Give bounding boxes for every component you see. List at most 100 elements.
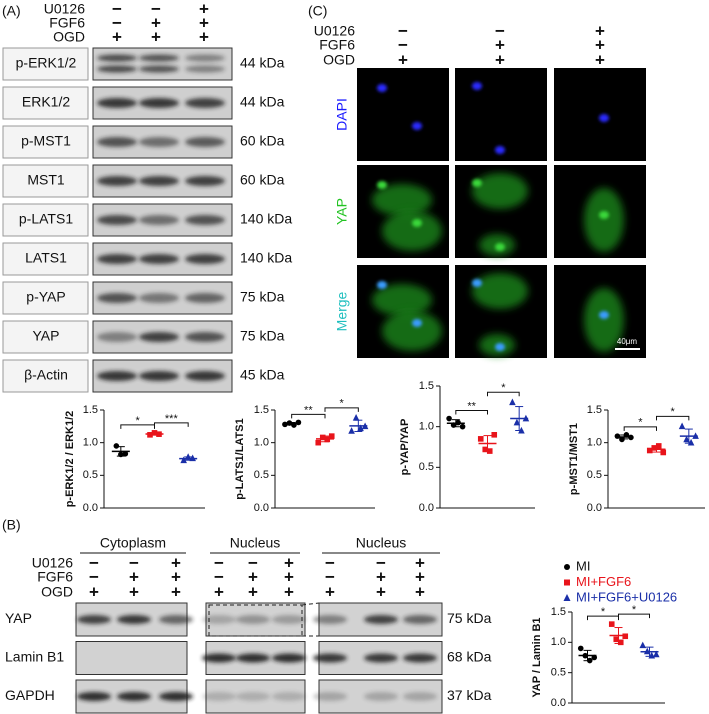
data-point [660,449,667,456]
band [97,98,137,108]
y-tick-label: 1.5 [419,380,434,392]
band [313,692,347,701]
data-point [477,436,484,442]
nucleus [377,84,387,92]
band [185,215,225,225]
significance-bracket [120,424,155,429]
band [97,176,137,186]
micrograph [455,68,547,161]
band [313,615,347,624]
stain-label: YAP [334,198,350,225]
condition-label: OGD [323,52,355,68]
blot-label: ERK1/2 [22,94,70,110]
y-axis-title: YAP / Lamin B1 [531,617,543,697]
data-point [586,657,593,664]
significance-label: * [501,382,506,394]
label-box [2,203,89,237]
blot-size: 75 kDa [240,289,285,305]
y-tick-label: 0.5 [587,469,602,481]
data-point [184,453,192,460]
condition-sign: − [129,553,139,572]
data-point [352,414,360,421]
data-point [450,422,457,428]
blot-label: p-ERK1/2 [16,55,77,71]
data-point [652,650,660,658]
condition-sign: + [415,553,425,572]
condition-sign: − [495,21,505,40]
band [139,371,179,381]
blot-size: 60 kDa [240,172,285,188]
condition-label: U0126 [32,555,73,571]
band [272,653,306,663]
band [185,176,225,186]
micrograph [357,68,449,161]
data-point [692,432,699,439]
data-point [518,426,525,434]
nucleus [495,243,505,251]
condition-sign: + [595,35,605,54]
y-tick-label: 1.0 [254,437,269,449]
cell [372,184,432,216]
data-point [491,432,498,438]
y-axis-title: p-LATS1/LATS1 [234,418,246,499]
label-box [2,242,89,276]
band [159,692,193,701]
scale-bar-label: 40μm [617,337,638,346]
condition-label: FGF6 [319,37,355,53]
condition-label: FGF6 [49,15,85,31]
y-tick-label: 1.5 [254,404,269,416]
nucleus [599,211,609,219]
band [97,54,137,62]
condition-sign: + [495,50,505,69]
band [185,54,225,62]
blot-label: GAPDH [5,687,55,703]
data-point [608,621,615,627]
significance-bracket [324,407,359,412]
data-point [683,435,690,443]
nucleus [495,146,505,154]
condition-sign: − [214,553,224,572]
data-point [628,434,634,441]
significance-label: * [601,606,606,618]
band [236,615,270,624]
condition-sign: + [89,582,99,601]
condition-sign: + [595,50,605,69]
blot-label: β-Actin [24,367,68,383]
condition-sign: − [112,13,122,32]
band [202,653,236,663]
data-point [622,633,629,640]
band [364,653,398,663]
data-point [324,436,331,443]
condition-sign: + [248,567,258,586]
significance-bracket [154,422,189,427]
significance-bracket [455,410,488,415]
band [77,615,111,624]
band [117,615,151,624]
condition-label: OGD [41,584,73,600]
condition-label: U0126 [314,23,355,39]
data-point [118,451,124,458]
y-axis-title: p-ERK1/2 / ERK1/2 [64,411,76,508]
data-point [151,430,158,436]
band [364,615,398,624]
panel-label: (A) [2,3,21,19]
cell [584,188,624,252]
label-box [2,125,89,159]
cell [382,311,442,351]
condition-sign: − [325,553,335,572]
condition-sign: − [398,21,408,40]
y-tick-label: 0.5 [254,469,269,481]
band [117,692,151,701]
nucleus [495,343,505,351]
condition-sign: + [284,582,294,601]
band [403,653,437,663]
stain-label: Merge [334,291,350,331]
condition-sign: + [129,567,139,586]
blot-size: 44 kDa [240,55,285,71]
data-point [651,445,658,451]
y-tick-label: 1.5 [83,404,98,416]
legend-marker [564,564,570,570]
y-tick-label: 1.0 [419,421,434,433]
band [185,137,225,147]
